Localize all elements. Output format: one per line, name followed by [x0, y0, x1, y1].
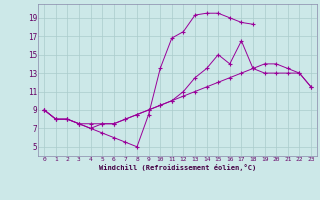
X-axis label: Windchill (Refroidissement éolien,°C): Windchill (Refroidissement éolien,°C): [99, 164, 256, 171]
